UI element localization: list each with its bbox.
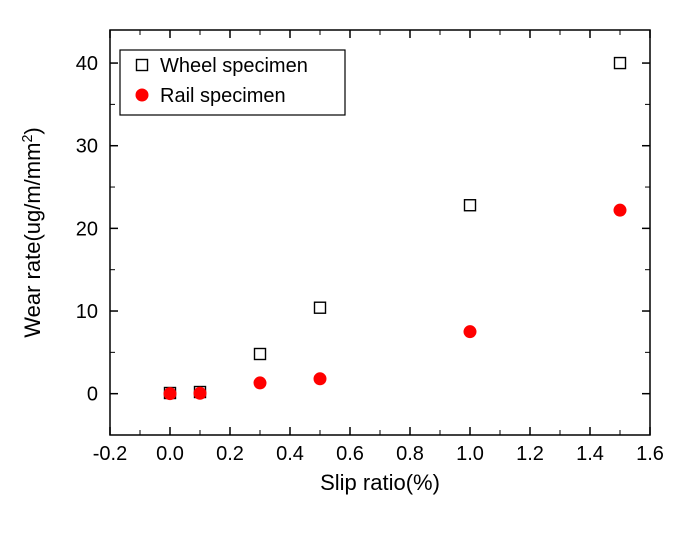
x-tick-label: 1.6: [636, 443, 664, 465]
rail-marker: [314, 373, 326, 385]
x-tick-label: 0.4: [276, 443, 304, 465]
y-tick-label: 0: [87, 384, 98, 406]
x-tick-label: 0.8: [396, 443, 424, 465]
rail-marker: [194, 387, 206, 399]
wear-rate-chart: -0.2 0.0 0.2 0.4 0.6 0.8 1.0 1.2 1.4 1.6 0 10 20 30 40…: [0, 0, 692, 535]
x-tick-label: 0.2: [216, 443, 244, 465]
x-tick-label: 1.4: [576, 443, 604, 465]
wheel-marker: [315, 302, 326, 313]
wheel-marker: [137, 60, 148, 71]
legend-label: Wheel specimen: [160, 55, 308, 77]
x-axis-label: Slip ratio(%): [320, 470, 440, 495]
wheel-marker: [465, 200, 476, 211]
x-tick-label: 0.0: [156, 443, 184, 465]
wheel-marker: [615, 58, 626, 69]
y-tick-label: 20: [76, 218, 98, 240]
rail-marker: [164, 388, 176, 400]
y-tick-label: 30: [76, 136, 98, 158]
rail-marker: [254, 377, 266, 389]
rail-marker: [614, 204, 626, 216]
wheel-marker: [255, 349, 266, 360]
y-axis-label: Wear rate(ug/m/mm2): [20, 127, 45, 337]
x-tick-label: 0.6: [336, 443, 364, 465]
y-tick-label: 10: [76, 301, 98, 323]
x-tick-label: 1.2: [516, 443, 544, 465]
rail-marker: [136, 89, 148, 101]
y-tick-label: 40: [76, 53, 98, 75]
x-tick-label: 1.0: [456, 443, 484, 465]
rail-marker: [464, 326, 476, 338]
x-tick-label: -0.2: [93, 443, 127, 465]
chart-svg: -0.2 0.0 0.2 0.4 0.6 0.8 1.0 1.2 1.4 1.6 0 10 20 30 40…: [0, 0, 692, 535]
legend-label: Rail specimen: [160, 85, 286, 107]
svg-text:Wear rate(ug/m/mm2): Wear rate(ug/m/mm2): [20, 127, 45, 337]
